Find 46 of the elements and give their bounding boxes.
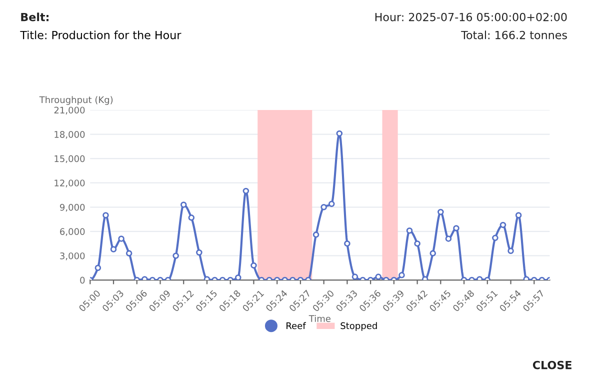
point <box>430 250 436 256</box>
chart-title: Title: Production for the Hour <box>20 30 182 40</box>
point <box>375 274 382 280</box>
point <box>492 234 498 242</box>
point <box>172 252 179 259</box>
y-tick-label: 15,000 <box>54 155 85 164</box>
point <box>188 214 195 221</box>
point <box>110 246 117 252</box>
point <box>180 202 187 208</box>
point <box>242 188 250 194</box>
y-tick-label: 6,000 <box>60 228 85 236</box>
x-axis-title: Time <box>308 315 330 322</box>
text: Belt: <box>21 12 48 22</box>
legend-label: Stopped <box>340 322 377 331</box>
point <box>126 250 132 256</box>
point <box>406 228 413 234</box>
point <box>414 240 420 247</box>
y-tick-label: 18,000 <box>54 131 85 139</box>
point <box>328 200 335 208</box>
legend-label: Reef <box>286 322 306 330</box>
point <box>398 272 405 278</box>
y-tick-label: 0 <box>80 276 85 284</box>
point <box>445 236 452 242</box>
point <box>312 232 320 238</box>
point <box>515 212 522 218</box>
y-tick-label: 21,000 <box>54 106 85 114</box>
point <box>500 222 506 228</box>
point <box>235 274 242 280</box>
text: Hour: 2025-07-16 05:00:00+02:00 <box>375 12 567 22</box>
point <box>94 264 102 271</box>
point <box>102 212 109 218</box>
y-tick-label: 3,000 <box>60 252 85 260</box>
y-tick-label: 9,000 <box>60 204 85 212</box>
y-axis-title: Throughput (Kg) <box>39 96 113 105</box>
point <box>320 204 327 210</box>
point <box>118 236 124 242</box>
y-tick-label: 12,000 <box>54 180 85 188</box>
point <box>250 262 257 269</box>
point <box>453 225 460 232</box>
point <box>344 240 350 247</box>
text: Total: 166.2 tonnes <box>461 30 567 40</box>
text: CLOSE <box>532 360 572 370</box>
point <box>352 274 358 280</box>
point <box>196 249 202 256</box>
point <box>438 208 444 216</box>
point <box>508 248 514 254</box>
